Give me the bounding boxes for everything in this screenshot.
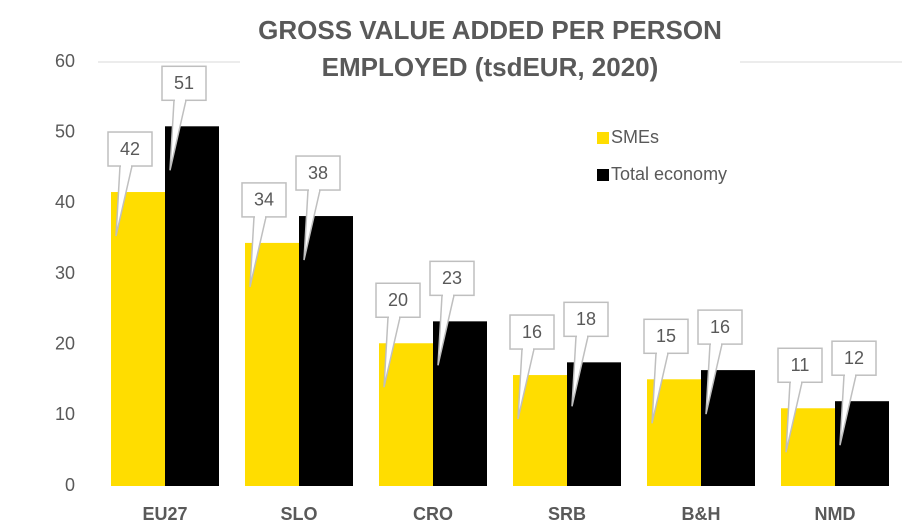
data-label: 15 [656,326,676,346]
callout-box [161,65,207,102]
bar [299,216,353,486]
data-label: 34 [254,190,274,210]
y-tick-label: 0 [65,475,75,495]
callout-box [697,309,743,345]
data-label: 11 [791,355,810,375]
data-label: 16 [522,322,542,342]
data-label: 51 [174,73,194,93]
callout-box [241,182,287,218]
x-tick-label: NMD [815,504,856,524]
data-label: 20 [388,290,408,310]
x-tick-label: SRB [548,504,586,524]
callout-join [309,188,319,193]
data-label: 18 [576,309,596,329]
callout-join [121,164,131,169]
callout-join [791,380,801,385]
y-tick-label: 10 [55,404,75,424]
y-tick-label: 20 [55,333,75,353]
legend-label: Total economy [611,164,727,184]
y-tick-label: 60 [55,51,75,71]
x-tick-label: CRO [413,504,453,524]
data-label: 23 [442,268,462,288]
chart-title: GROSS VALUE ADDED PER PERSON EMPLOYED (t… [240,12,740,86]
callout-box [429,260,475,297]
x-tick-label: SLO [280,504,317,524]
x-tick-label: EU27 [142,504,187,524]
callout-join [523,347,533,352]
data-label: 42 [120,139,140,159]
callout-join [389,315,399,320]
legend-swatch [597,132,609,144]
data-label: 12 [844,348,864,368]
callout-join [443,293,453,298]
callout-join [175,98,185,103]
callout-box [509,314,555,350]
callout-box [777,347,823,384]
callout-join [845,373,855,378]
callout-box [563,301,609,338]
y-tick-label: 30 [55,263,75,283]
x-tick-label: B&H [682,504,721,524]
callout-box [375,282,421,319]
data-label: 16 [710,317,730,337]
bar [245,242,299,486]
legend-label: SMEs [611,127,659,147]
data-label: 38 [308,163,328,183]
bar [165,126,219,486]
legend-swatch [597,169,609,181]
callout-join [657,351,667,356]
callout-join [577,334,587,339]
y-tick-label: 50 [55,121,75,141]
callout-join [711,342,721,347]
y-tick-label: 40 [55,192,75,212]
callout-join [255,214,265,219]
bar [111,192,165,486]
